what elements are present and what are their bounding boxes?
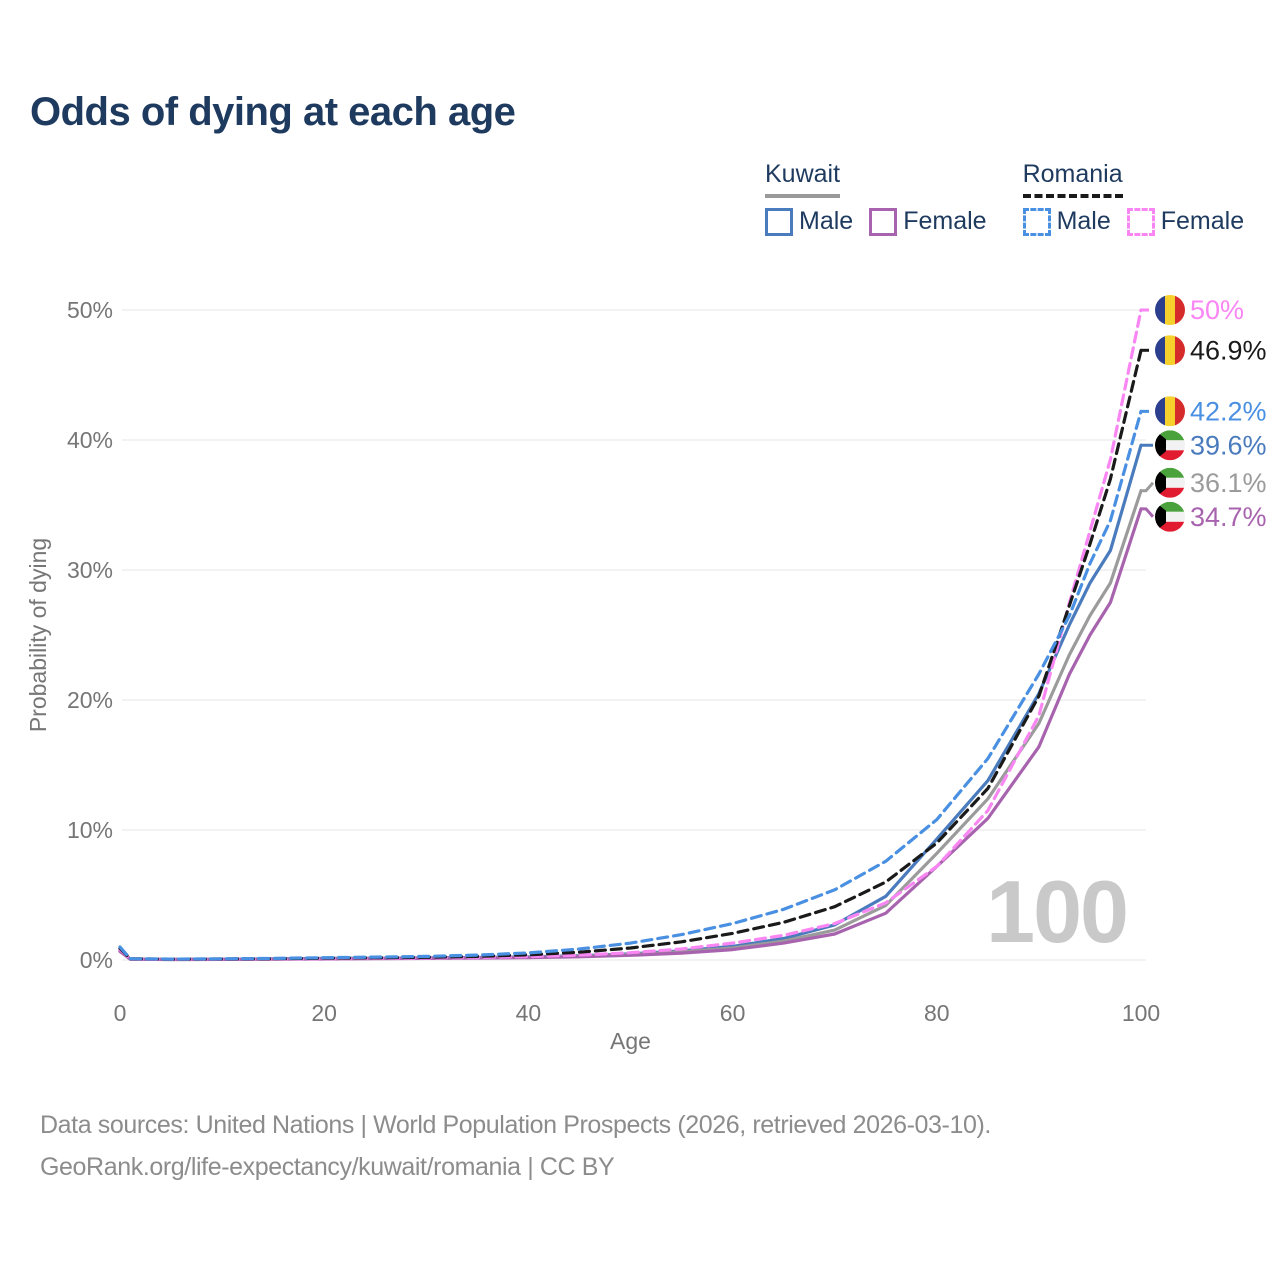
chart-title: Odds of dying at each age <box>30 90 516 134</box>
x-tick-label: 0 <box>114 1000 127 1026</box>
x-tick-label: 80 <box>924 1000 950 1026</box>
series-line-romania-male[interactable] <box>118 409 1143 961</box>
romania-flag-icon <box>1155 335 1185 366</box>
x-tick-label: 20 <box>311 1000 337 1026</box>
kuwait-female-swatch <box>869 207 898 236</box>
legend-items-kuwait: Male Female <box>765 207 987 236</box>
romania-flag-icon <box>1155 396 1185 427</box>
end-value-label-romania-both: 46.9% <box>1190 335 1267 365</box>
x-tick-label: 40 <box>516 1000 542 1026</box>
kuwait-flag-icon <box>1155 467 1185 498</box>
attribution-line: GeoRank.org/life-expectancy/kuwait/roman… <box>40 1153 615 1181</box>
legend-country-romania[interactable]: Romania <box>1022 160 1123 198</box>
x-axis-title: Age <box>610 1028 651 1054</box>
legend-item-label: Female <box>903 207 987 235</box>
end-label-leader <box>1141 481 1155 493</box>
y-tick-label: 20% <box>67 687 113 713</box>
romania-male-swatch <box>1022 207 1051 236</box>
legend-country-kuwait[interactable]: Kuwait <box>765 160 841 198</box>
romania-flag-icon <box>1155 295 1185 325</box>
x-tick-label: 100 <box>1122 1000 1160 1026</box>
legend-item-romania-male[interactable]: Male <box>1022 207 1111 236</box>
legend: Kuwait Male Female Romania Male <box>765 160 1244 236</box>
y-tick-label: 50% <box>67 297 113 323</box>
kuwait-flag-icon <box>1155 501 1185 532</box>
x-tick-label: 60 <box>720 1000 746 1026</box>
kuwait-male-swatch <box>765 207 793 236</box>
legend-items-romania: Male Female <box>1022 207 1245 236</box>
y-axis-title: Probability of dying <box>25 538 51 732</box>
end-value-label-romania-female: 50% <box>1190 295 1244 325</box>
end-label-leader <box>1141 507 1155 518</box>
y-tick-label: 0% <box>80 947 113 973</box>
age-counter-watermark: 100 <box>986 862 1129 961</box>
y-tick-label: 40% <box>67 427 113 453</box>
kuwait-flag-icon <box>1155 430 1185 461</box>
data-sources-line: Data sources: United Nations | World Pop… <box>40 1111 991 1139</box>
end-value-label-kuwait-male: 39.6% <box>1190 430 1267 460</box>
legend-group-kuwait: Kuwait Male Female <box>765 160 987 236</box>
legend-group-romania: Romania Male Female <box>1022 160 1245 236</box>
legend-item-label: Female <box>1160 207 1245 235</box>
legend-item-label: Male <box>799 207 854 235</box>
legend-item-label: Male <box>1056 207 1111 235</box>
y-tick-label: 30% <box>67 557 113 583</box>
footer: Data sources: United Nations | World Pop… <box>40 1104 991 1188</box>
end-value-label-romania-male: 42.2% <box>1190 396 1267 426</box>
legend-item-kuwait-male[interactable]: Male <box>765 207 853 236</box>
legend-item-kuwait-female[interactable]: Female <box>869 207 987 236</box>
legend-item-romania-female[interactable]: Female <box>1126 207 1245 236</box>
end-value-label-kuwait-both: 36.1% <box>1190 468 1267 498</box>
romania-female-swatch <box>1126 207 1155 236</box>
y-tick-label: 10% <box>67 817 113 843</box>
end-value-label-kuwait-female: 34.7% <box>1190 502 1267 532</box>
